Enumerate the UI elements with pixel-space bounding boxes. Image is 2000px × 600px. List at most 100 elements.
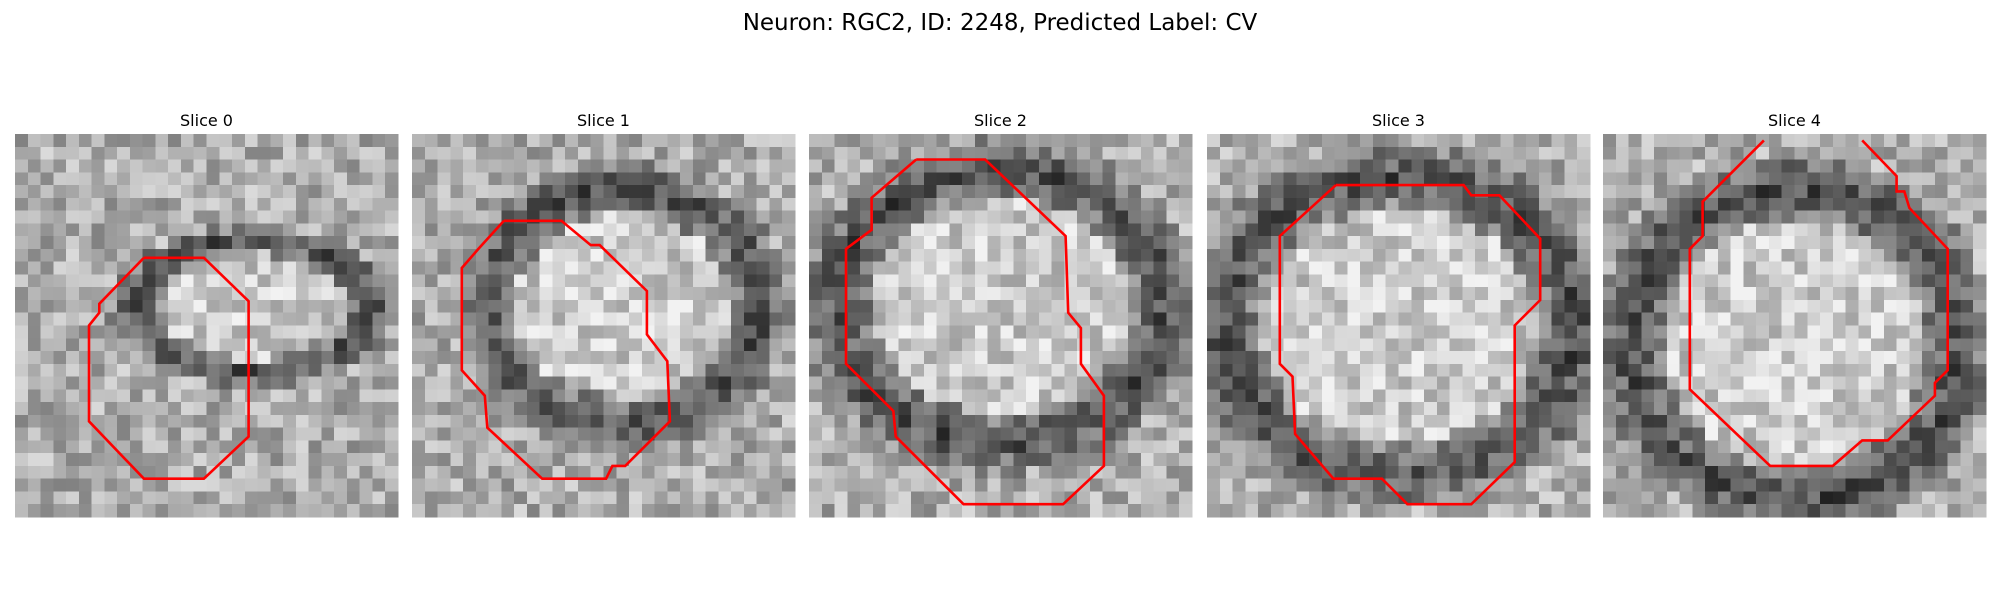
pixel: [1360, 414, 1374, 429]
pixel: [1551, 197, 1565, 212]
pixel: [372, 376, 386, 390]
pixel: [270, 274, 284, 288]
pixel: [1321, 236, 1336, 250]
pixel: [129, 134, 144, 148]
pixel: [616, 134, 630, 148]
pixel: [1947, 389, 1961, 403]
pixel: [641, 465, 656, 480]
pixel: [1743, 210, 1757, 224]
pixel: [654, 491, 668, 505]
pixel: [1424, 402, 1438, 416]
pixel: [40, 185, 54, 199]
pixel: [705, 274, 719, 288]
pixel: [27, 376, 42, 390]
pixel: [847, 172, 861, 186]
pixel: [1398, 491, 1412, 505]
pixel: [117, 465, 131, 480]
pixel: [847, 351, 861, 365]
pixel: [91, 325, 105, 339]
pixel: [1128, 402, 1142, 416]
pixel: [1947, 478, 1961, 492]
pixel: [1500, 453, 1514, 467]
pixel: [1794, 491, 1808, 505]
pixel: [180, 197, 195, 212]
pixel: [1666, 274, 1681, 288]
pixel: [923, 261, 938, 275]
pixel: [1960, 274, 1974, 288]
pixel: [1641, 453, 1655, 467]
pixel: [821, 478, 836, 492]
pixel: [1334, 338, 1348, 352]
pixel: [860, 172, 874, 186]
pixel: [1347, 440, 1361, 454]
pixel: [1858, 453, 1872, 467]
pixel: [1411, 440, 1425, 454]
pixel: [987, 376, 1001, 390]
pixel: [680, 223, 694, 237]
pixel: [705, 402, 719, 416]
pixel: [475, 223, 490, 237]
pixel: [346, 491, 361, 505]
pixel: [1564, 414, 1578, 429]
pixel: [705, 389, 719, 403]
pixel: [450, 351, 464, 365]
pixel: [782, 414, 796, 429]
pixel: [1781, 274, 1795, 288]
pixel: [1794, 159, 1808, 173]
pixel: [1781, 312, 1795, 326]
pixel: [949, 363, 963, 378]
pixel: [577, 134, 592, 148]
pixel: [1077, 159, 1091, 173]
pixel: [1245, 159, 1259, 173]
pixel: [219, 351, 233, 365]
pixel: [104, 478, 118, 492]
pixel: [860, 504, 874, 518]
pixel: [437, 223, 451, 237]
pixel: [1232, 134, 1246, 148]
pixel: [1475, 236, 1489, 250]
pixel: [539, 389, 553, 403]
pixel: [526, 172, 541, 186]
pixel: [1845, 159, 1859, 173]
pixel: [1858, 465, 1872, 480]
pixel: [552, 248, 566, 263]
pixel: [1883, 338, 1898, 352]
pixel: [1577, 465, 1591, 480]
pixel: [1115, 248, 1129, 263]
pixel: [168, 453, 182, 467]
pixel: [270, 427, 284, 441]
pixel: [962, 146, 976, 161]
pixel: [898, 453, 912, 467]
pixel: [1038, 376, 1053, 390]
pixel: [1232, 453, 1246, 467]
pixel: [1871, 325, 1885, 339]
pixel: [987, 389, 1001, 403]
pixel: [1717, 197, 1732, 212]
pixel: [104, 338, 118, 352]
pixel: [1013, 299, 1027, 314]
pixel: [1270, 414, 1285, 429]
pixel: [898, 159, 912, 173]
pixel: [731, 236, 745, 250]
pixel: [1153, 491, 1167, 505]
pixel: [1641, 287, 1655, 301]
pixel: [616, 236, 630, 250]
pixel: [629, 299, 643, 314]
pixel: [168, 338, 182, 352]
pixel: [834, 414, 848, 429]
pixel: [168, 172, 182, 186]
pixel: [1219, 134, 1234, 148]
pixel: [1756, 248, 1770, 263]
pixel: [1666, 389, 1681, 403]
pixel: [53, 465, 67, 480]
pixel: [1883, 248, 1898, 263]
pixel: [1526, 427, 1540, 441]
pixel: [769, 351, 783, 365]
pixel: [91, 159, 105, 173]
pixel: [641, 261, 656, 275]
pixel: [1603, 338, 1617, 352]
panel-title: Slice 4: [1768, 111, 1821, 130]
pixel: [40, 453, 54, 467]
pixel: [334, 453, 348, 467]
pixel: [78, 465, 93, 480]
